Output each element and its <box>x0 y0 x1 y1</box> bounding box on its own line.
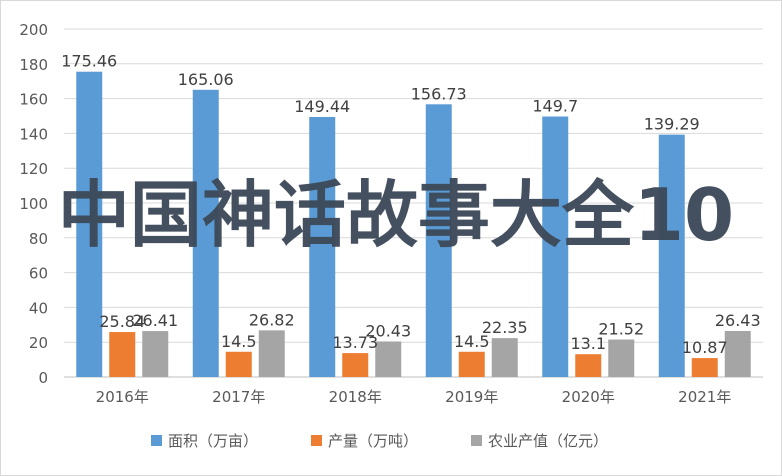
data-label: 165.06 <box>178 70 234 89</box>
bar <box>375 341 402 377</box>
legend-item: 农业产值（亿元） <box>471 432 608 450</box>
bar <box>608 339 635 377</box>
bar <box>425 104 452 378</box>
bar <box>458 351 485 377</box>
data-label: 20.43 <box>365 321 411 340</box>
y-tick-label: 80 <box>29 230 48 248</box>
x-tick-label: 2018年 <box>329 388 382 406</box>
bar <box>691 358 718 377</box>
data-label: 26.82 <box>249 310 295 329</box>
legend-item: 产量（万吨） <box>311 432 418 450</box>
y-tick-label: 60 <box>29 265 48 283</box>
x-tick-label: 2020年 <box>562 388 615 406</box>
bar <box>309 116 336 378</box>
data-label: 149.7 <box>532 97 578 116</box>
bar <box>724 331 751 377</box>
bar <box>192 89 219 378</box>
data-label: 14.5 <box>221 332 257 351</box>
data-label: 156.73 <box>411 84 467 103</box>
x-tick-label: 2017年 <box>212 388 265 406</box>
legend-label: 产量（万吨） <box>328 432 418 450</box>
data-label: 21.52 <box>598 320 644 339</box>
y-tick-label: 40 <box>29 299 48 317</box>
data-label: 26.43 <box>715 311 761 330</box>
legend: 面积（万亩） 产量（万吨） 农业产值（亿元） <box>151 432 608 450</box>
bar <box>142 331 169 377</box>
bar <box>491 338 518 377</box>
y-tick-label: 100 <box>19 195 48 213</box>
bar <box>76 71 103 378</box>
y-tick-label: 0 <box>38 369 48 387</box>
data-label: 10.87 <box>682 338 728 357</box>
legend-label: 农业产值（亿元） <box>488 432 608 450</box>
data-label: 14.5 <box>454 332 490 351</box>
data-label: 13.1 <box>570 334 606 353</box>
bar <box>342 353 369 377</box>
data-label: 175.46 <box>61 52 117 71</box>
legend-swatch <box>471 435 482 446</box>
bar <box>575 354 602 377</box>
y-tick-label: 140 <box>19 125 48 143</box>
bars <box>76 71 751 378</box>
legend-label: 面积（万亩） <box>168 432 258 450</box>
bar <box>542 116 569 377</box>
y-tick-label: 160 <box>19 91 48 109</box>
data-label: 139.29 <box>644 115 700 134</box>
x-axis: 2016年 2017年 2018年 2019年 2020年 2021年 <box>96 388 732 406</box>
bar <box>658 134 685 377</box>
y-tick-label: 20 <box>29 334 48 352</box>
bar <box>225 351 252 377</box>
bar <box>258 330 285 377</box>
data-label: 22.35 <box>482 318 528 337</box>
legend-swatch <box>311 435 322 446</box>
legend-swatch <box>151 435 162 446</box>
x-tick-label: 2021年 <box>678 388 731 406</box>
data-label: 25.84 <box>99 312 145 331</box>
y-tick-label: 120 <box>19 160 48 178</box>
x-tick-label: 2016年 <box>96 388 149 406</box>
x-tick-label: 2019年 <box>445 388 498 406</box>
data-label: 13.73 <box>332 333 378 352</box>
bar <box>109 332 136 377</box>
gridlines <box>64 28 763 378</box>
legend-item: 面积（万亩） <box>151 432 258 450</box>
y-tick-label: 200 <box>19 21 48 39</box>
data-label: 26.41 <box>132 311 178 330</box>
y-tick-label: 180 <box>19 56 48 74</box>
data-label: 149.44 <box>294 97 350 116</box>
y-axis: 0 20 40 60 80 100 120 140 160 180 200 <box>19 21 48 387</box>
